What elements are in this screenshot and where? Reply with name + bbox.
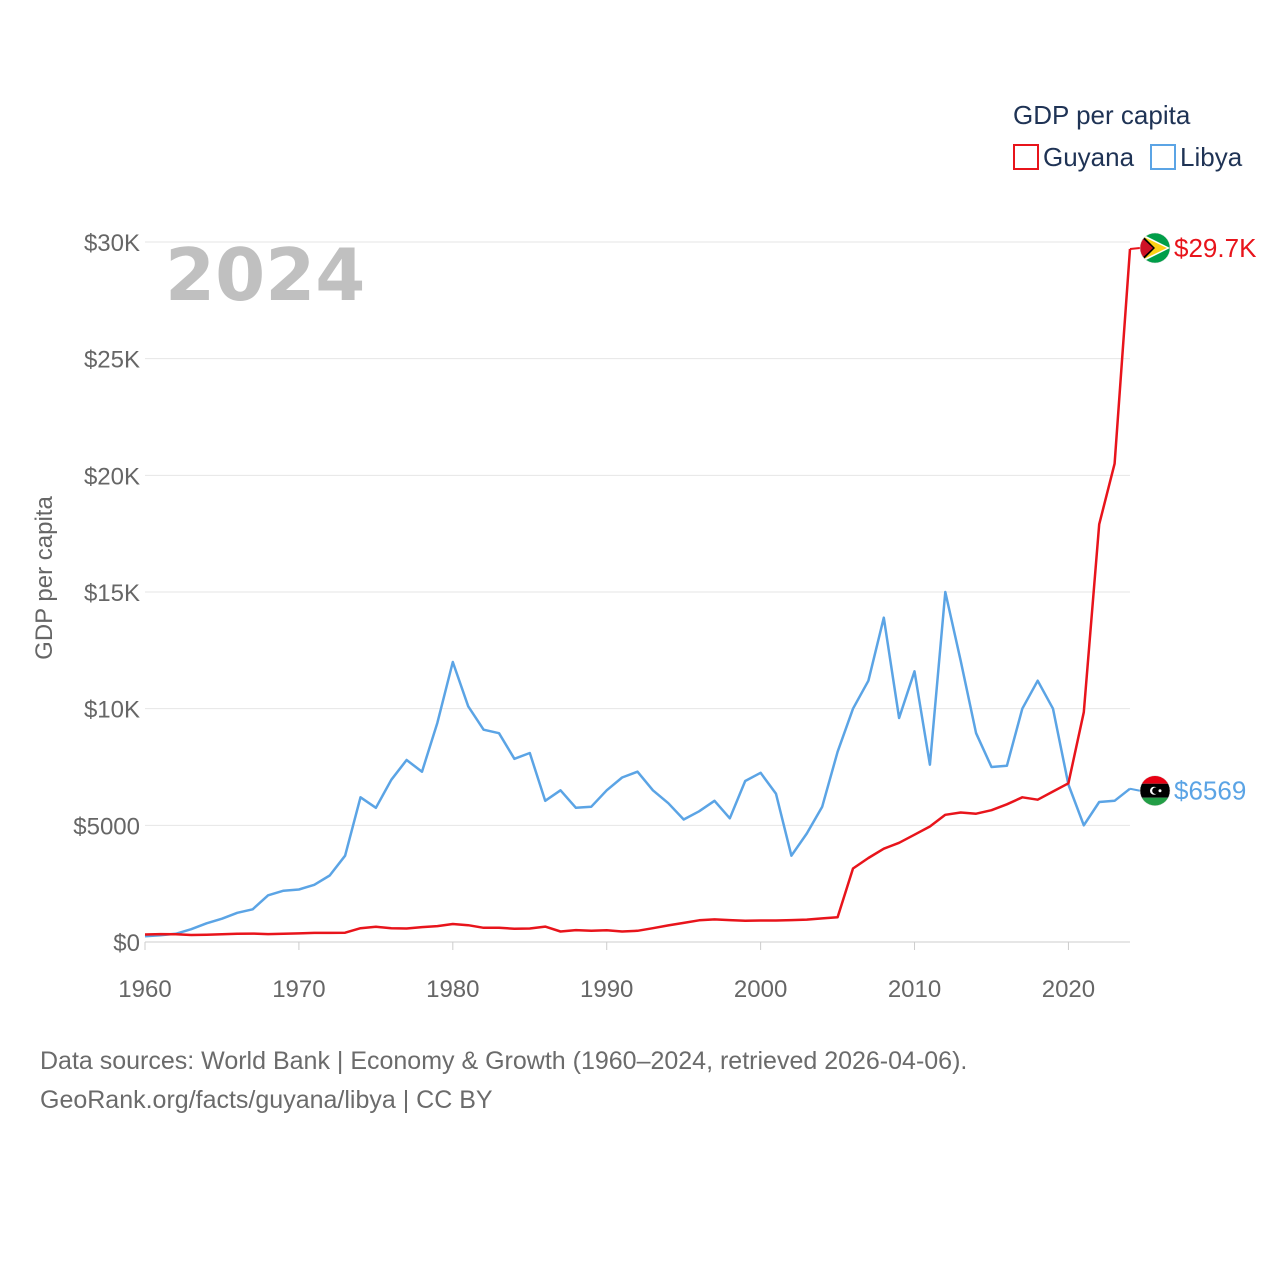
- end-connector-libya: [1129, 787, 1141, 792]
- source-note: Data sources: World Bank | Economy & Gro…: [40, 1042, 1240, 1120]
- y-tick-label: $10K: [84, 697, 140, 724]
- end-connector-guyana: [1129, 247, 1141, 250]
- x-tick-label: 2000: [734, 976, 787, 1003]
- source-line-1: Data sources: World Bank | Economy & Gro…: [40, 1047, 968, 1075]
- y-tick-label: $25K: [84, 347, 140, 374]
- legend-label-libya: Libya: [1180, 142, 1243, 172]
- x-axis: 1960 1970 1980 1990 2000 2010 2020: [118, 942, 1095, 1003]
- libya-flag-icon: [1139, 775, 1171, 806]
- x-tick-label: 1980: [426, 976, 479, 1003]
- series-lines: [144, 248, 1132, 938]
- legend-swatch-guyana: [1013, 144, 1039, 170]
- x-tick-label: 2010: [888, 976, 941, 1003]
- legend-item-libya[interactable]: Libya: [1150, 142, 1243, 172]
- end-markers: $29.7K $6569: [1129, 232, 1257, 806]
- legend-swatch-libya: [1150, 144, 1176, 170]
- legend-title: GDP per capita: [1013, 100, 1191, 130]
- x-tick-label: 1960: [118, 976, 171, 1003]
- guyana-flag-icon: [1139, 232, 1171, 264]
- legend: GDP per capita Guyana Libya: [1013, 100, 1243, 172]
- end-label-guyana: $29.7K: [1174, 233, 1257, 263]
- x-tick-label: 2020: [1042, 976, 1095, 1003]
- source-line-2[interactable]: GeoRank.org/facts/guyana/libya | CC BY: [40, 1086, 493, 1114]
- legend-item-guyana[interactable]: Guyana: [1013, 142, 1135, 172]
- y-axis-title: GDP per capita: [31, 496, 58, 660]
- x-tick-label: 1970: [272, 976, 325, 1003]
- y-tick-label: $20K: [84, 463, 140, 490]
- end-label-libya: $6569: [1174, 776, 1246, 806]
- y-tick-label: $5000: [73, 813, 140, 840]
- y-axis: $0 $5000 $10K $15K $20K $25K $30K: [73, 230, 140, 957]
- y-tick-label: $30K: [84, 230, 140, 257]
- y-tick-label: $15K: [84, 580, 140, 607]
- gridlines: [145, 241, 1130, 943]
- year-label: 2024: [165, 233, 365, 317]
- series-line-libya[interactable]: [144, 590, 1131, 938]
- y-tick-label: $0: [113, 930, 140, 957]
- legend-label-guyana: Guyana: [1043, 142, 1135, 172]
- series-line-guyana[interactable]: [144, 248, 1132, 937]
- gdp-line-chart: $0 $5000 $10K $15K $20K $25K $30K 1960 1970 1980…: [31, 100, 1257, 1003]
- x-tick-label: 1990: [580, 976, 633, 1003]
